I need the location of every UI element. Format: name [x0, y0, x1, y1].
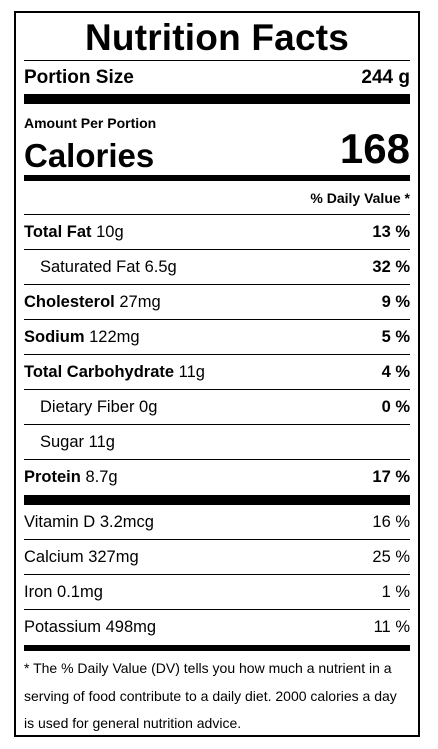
nutrient-amount: 11g — [88, 432, 115, 451]
vitamin-amount: 327mg — [88, 547, 139, 566]
nutrient-name: Total Fat — [24, 222, 92, 241]
nutrient-amount: 122mg — [89, 327, 140, 346]
vitamin-dv: 25 % — [372, 547, 410, 566]
vitamin-amount: 0.1mg — [57, 582, 103, 601]
vitamin-dv: 16 % — [372, 512, 410, 531]
amount-per-portion-label: Amount Per Portion — [24, 115, 157, 131]
vitamin-row-iron: Iron 0.1mg 1 % — [24, 575, 410, 610]
daily-value-header-text: % Daily Value * — [310, 189, 410, 206]
nutrient-name: Sugar — [40, 432, 85, 451]
nutrient-amount: 11g — [178, 362, 205, 381]
vitamin-row-calcium: Calcium 327mg 25 % — [24, 540, 410, 575]
nutrient-dv: 4 % — [381, 362, 410, 381]
vitamin-amount: 3.2mcg — [99, 512, 154, 531]
nutrient-name: Cholesterol — [24, 292, 115, 311]
daily-value-header: % Daily Value * — [24, 181, 410, 215]
label-title: Nutrition Facts — [84, 17, 350, 58]
nutrient-name: Total Carbohydrate — [24, 362, 175, 381]
calories-value: 168 — [339, 125, 410, 172]
vitamin-name: Vitamin D — [24, 512, 96, 531]
nutrient-amount: 27mg — [119, 292, 161, 311]
nutrient-row-sugar: Sugar 11g — [24, 425, 410, 460]
nutrient-dv: 17 % — [372, 468, 410, 486]
medium-divider — [24, 645, 410, 651]
nutrient-amount: 6.5g — [144, 257, 177, 276]
nutrient-row-total-carbohydrate: Total Carbohydrate 11g 4 % — [24, 355, 410, 390]
nutrient-amount: 8.7g — [85, 468, 118, 486]
medium-divider — [24, 175, 410, 181]
nutrient-name: Saturated Fat — [40, 257, 140, 276]
thick-divider — [24, 94, 410, 104]
portion-size-label: Portion Size — [24, 66, 134, 88]
nutrient-dv: 13 % — [372, 222, 410, 241]
vitamin-row-vitamin-d: Vitamin D 3.2mcg 16 % — [24, 505, 410, 540]
calories-row: Calories 168 — [24, 126, 410, 175]
nutrient-dv: 0 % — [381, 397, 410, 416]
nutrient-amount: 10g — [96, 222, 124, 241]
nutrient-row-total-fat: Total Fat 10g 13 % — [24, 215, 410, 250]
nutrient-dv: 9 % — [381, 292, 410, 311]
nutrition-label: Nutrition Facts Portion Size 244 g Amoun… — [14, 11, 420, 737]
nutrient-row-sodium: Sodium 122mg 5 % — [24, 320, 410, 355]
nutrient-row-cholesterol: Cholesterol 27mg 9 % — [24, 285, 410, 320]
vitamin-name: Calcium — [24, 547, 84, 566]
vitamin-dv: 11 % — [373, 618, 410, 636]
nutrient-amount: 0g — [139, 397, 158, 416]
thick-divider — [24, 495, 410, 505]
nutrient-name: Dietary Fiber — [40, 397, 135, 416]
nutrient-name: Protein — [24, 468, 81, 486]
vitamin-row-potassium: Potassium 498mg 11 % — [24, 610, 410, 645]
nutrient-name: Sodium — [24, 327, 85, 346]
nutrient-row-dietary-fiber: Dietary Fiber 0g 0 % — [24, 390, 410, 425]
portion-size-value: 244 g — [361, 66, 410, 88]
nutrient-dv: 5 % — [381, 327, 410, 346]
nutrient-row-protein: Protein 8.7g 17 % — [24, 460, 410, 495]
nutrient-row-saturated-fat: Saturated Fat 6.5g 32 % — [24, 250, 410, 285]
portion-size-row: Portion Size 244 g — [24, 60, 410, 94]
nutrient-dv: 32 % — [372, 257, 410, 276]
calories-label: Calories — [24, 137, 155, 174]
footnote: * The % Daily Value (DV) tells you how m… — [24, 660, 397, 731]
vitamin-amount: 498mg — [105, 618, 157, 636]
vitamin-name: Iron — [24, 582, 53, 601]
vitamin-name: Potassium — [24, 618, 102, 636]
vitamin-dv: 1 % — [381, 582, 410, 601]
